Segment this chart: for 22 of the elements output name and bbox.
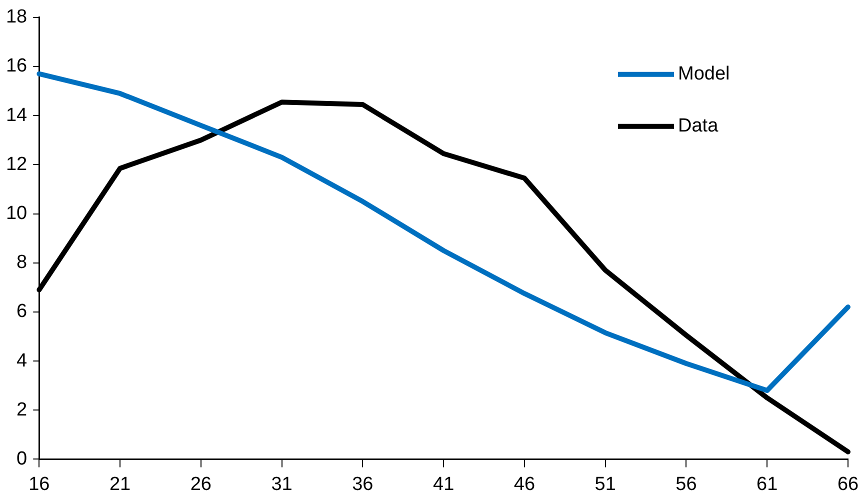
x-tick-label: 46 [514, 474, 536, 495]
y-tick-label: 10 [6, 202, 28, 224]
x-tick-label: 21 [109, 474, 131, 495]
legend-label: Data [678, 116, 719, 137]
x-tick-label: 26 [190, 474, 212, 495]
legend-label: Model [678, 64, 730, 85]
x-tick-label: 66 [837, 474, 859, 495]
y-tick-label: 6 [16, 301, 28, 322]
y-tick-label: 16 [6, 56, 28, 77]
x-tick-label: 41 [432, 474, 454, 495]
x-tick-label: 51 [594, 474, 616, 495]
y-tick-label: 18 [6, 6, 28, 28]
y-tick-label: 14 [6, 104, 28, 126]
x-tick-label: 36 [352, 474, 374, 495]
y-tick-label: 12 [6, 154, 28, 175]
y-tick-label: 8 [16, 252, 28, 274]
y-tick-label: 2 [16, 399, 28, 420]
x-tick-label: 56 [676, 474, 697, 495]
y-tick-label: 0 [16, 448, 28, 470]
x-tick-label: 61 [756, 474, 778, 495]
y-tick-label: 4 [16, 350, 28, 372]
x-tick-label: 31 [271, 474, 292, 495]
